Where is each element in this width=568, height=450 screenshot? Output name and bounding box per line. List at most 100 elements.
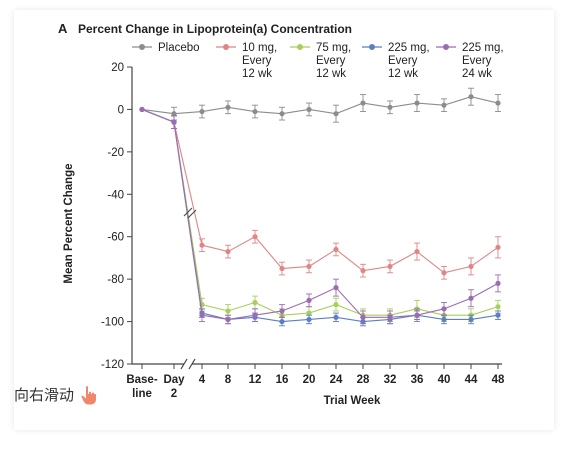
data-point xyxy=(252,234,258,240)
data-point xyxy=(139,106,145,113)
x-axis-break-mark xyxy=(188,358,196,370)
x-tick-label: 4 xyxy=(199,374,206,386)
data-point xyxy=(252,299,258,306)
data-point xyxy=(306,263,312,270)
series-line xyxy=(141,108,175,123)
x-tick-label: 48 xyxy=(492,374,505,386)
data-point xyxy=(441,306,447,312)
data-point xyxy=(333,246,339,253)
data-point xyxy=(468,295,474,301)
data-point xyxy=(360,268,366,274)
data-point xyxy=(495,244,501,250)
data-point xyxy=(306,106,312,113)
data-point xyxy=(414,100,420,106)
series-line xyxy=(173,111,203,115)
data-point xyxy=(414,248,420,255)
x-tick-label: 44 xyxy=(465,374,478,386)
data-point xyxy=(225,308,231,314)
figure-card: A Percent Change in Lipoprotein(a) Concen… xyxy=(14,10,554,430)
data-point xyxy=(225,316,231,323)
x-tick-label: Base-line xyxy=(126,374,157,400)
chart-title: Percent Change in Lipoprotein(a) Concent… xyxy=(78,22,352,36)
y-tick-label: -40 xyxy=(107,189,124,201)
x-tick-label: Day 2 xyxy=(163,374,185,400)
data-point xyxy=(333,111,339,117)
data-point xyxy=(441,270,447,276)
y-tick-label: 20 xyxy=(111,62,124,74)
data-point xyxy=(225,104,231,110)
legend-label: 10 mg, Every 12 wk xyxy=(242,42,277,80)
legend-label: 225 mg, Every 24 wk xyxy=(462,42,504,80)
data-point xyxy=(225,248,231,255)
data-point xyxy=(279,111,285,117)
data-point xyxy=(279,308,285,314)
legend-marker xyxy=(223,44,229,50)
x-tick-label: 28 xyxy=(357,374,370,386)
data-point xyxy=(171,111,177,117)
data-point xyxy=(441,102,447,108)
pointing-hand-icon xyxy=(81,385,97,404)
x-tick-label: 32 xyxy=(384,374,397,386)
series-line xyxy=(201,282,499,321)
lipoprotein-chart: A Percent Change in Lipoprotein(a) Concen… xyxy=(58,21,505,407)
series-line xyxy=(201,236,499,274)
data-point xyxy=(171,119,177,125)
data-point xyxy=(306,297,312,303)
data-point xyxy=(199,312,205,318)
x-tick-label: 20 xyxy=(303,374,316,386)
legend-marker xyxy=(369,44,375,50)
legend-marker xyxy=(297,44,303,50)
data-point xyxy=(468,263,474,270)
data-point xyxy=(252,312,258,318)
y-tick-label: -20 xyxy=(107,147,124,159)
legend-marker xyxy=(139,44,145,50)
y-axis-label: Mean Percent Change xyxy=(63,163,75,283)
data-point xyxy=(360,100,366,106)
series-line xyxy=(173,122,203,246)
x-tick-label: 36 xyxy=(411,374,424,386)
swipe-hint[interactable]: 向右滑动 xyxy=(14,384,98,405)
y-tick-label: -100 xyxy=(101,317,124,329)
x-axis-break-mark xyxy=(180,358,188,370)
series-line xyxy=(201,301,499,316)
y-tick-label: -80 xyxy=(107,274,124,286)
data-point xyxy=(495,312,501,318)
x-tick-label: 24 xyxy=(330,374,343,386)
legend-marker xyxy=(443,44,449,50)
data-point xyxy=(387,263,393,270)
data-point xyxy=(279,265,285,272)
data-point xyxy=(468,316,474,323)
series-line xyxy=(201,96,499,115)
data-point xyxy=(333,314,339,320)
data-point xyxy=(333,302,339,308)
y-tick-label: 0 xyxy=(118,104,124,116)
data-point xyxy=(414,312,420,318)
data-point xyxy=(333,285,339,291)
x-tick-label: 40 xyxy=(438,374,451,386)
data-point xyxy=(495,280,501,286)
series-line xyxy=(141,108,175,115)
data-point xyxy=(199,108,205,115)
series-line xyxy=(201,312,499,323)
data-point xyxy=(306,316,312,323)
data-point xyxy=(279,318,285,325)
data-point xyxy=(495,304,501,310)
data-point xyxy=(387,104,393,110)
legend-label: 75 mg, Every 12 wk xyxy=(316,42,351,80)
series-break-mark xyxy=(183,207,193,217)
swipe-hint-text: 向右滑动 xyxy=(14,386,75,404)
data-point xyxy=(306,310,312,316)
series-line xyxy=(173,122,203,316)
data-point xyxy=(495,100,501,106)
y-tick-label: -120 xyxy=(101,359,124,371)
x-tick-label: 12 xyxy=(249,374,262,386)
data-point xyxy=(387,314,393,320)
data-point xyxy=(199,242,205,248)
series-break-mark xyxy=(187,209,197,219)
y-tick-label: -60 xyxy=(107,232,124,244)
x-tick-label: 8 xyxy=(225,374,232,386)
x-tick-label: 16 xyxy=(276,374,289,386)
data-point xyxy=(360,314,366,320)
data-point xyxy=(441,316,447,323)
data-point xyxy=(468,94,474,100)
